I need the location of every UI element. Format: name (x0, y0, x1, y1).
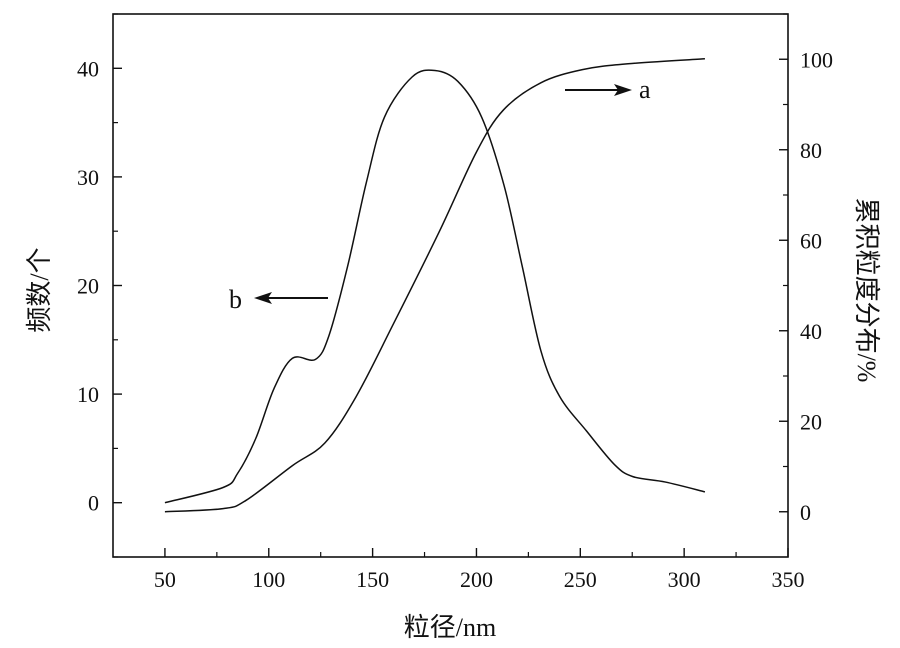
plot-frame (112, 13, 789, 558)
y2-tick-label: 20 (800, 409, 822, 434)
series-line-b (164, 69, 706, 504)
y2-tick-label: 40 (800, 319, 822, 344)
x-tick-label: 150 (356, 567, 389, 592)
y-tick-label: 10 (77, 382, 99, 407)
series-line-a (164, 58, 705, 513)
y2-tick-label: 80 (800, 138, 822, 163)
annotation-label-a: a (639, 75, 651, 104)
y2-tick-label: 0 (800, 500, 811, 525)
y2-axis-title: 累积粒度分布/% (852, 198, 881, 383)
annotation-label-b: b (229, 285, 242, 314)
x-tick-label: 100 (252, 567, 285, 592)
series-group (164, 58, 706, 513)
arrow-head-icon (254, 292, 272, 304)
y2-tick-label: 100 (800, 47, 833, 72)
x-axis-title: 粒径/nm (404, 613, 496, 642)
y-tick-label: 40 (77, 56, 99, 81)
x-tick-label: 300 (668, 567, 701, 592)
x-tick-label: 350 (772, 567, 805, 592)
x-tick-label: 50 (154, 567, 176, 592)
arrow-head-icon (614, 84, 632, 96)
y-tick-label: 20 (77, 274, 99, 299)
x-tick-label: 250 (564, 567, 597, 592)
y-tick-label: 0 (88, 491, 99, 516)
y-axis-title: 频数/个 (25, 247, 54, 332)
annotations: ba (229, 75, 651, 314)
y2-tick-label: 60 (800, 228, 822, 253)
x-tick-label: 200 (460, 567, 493, 592)
y-tick-label: 30 (77, 165, 99, 190)
axes: 50 100 150 200 250 300 350 0 10 20 30 40 0 20 40 60 80 10… (77, 13, 833, 592)
